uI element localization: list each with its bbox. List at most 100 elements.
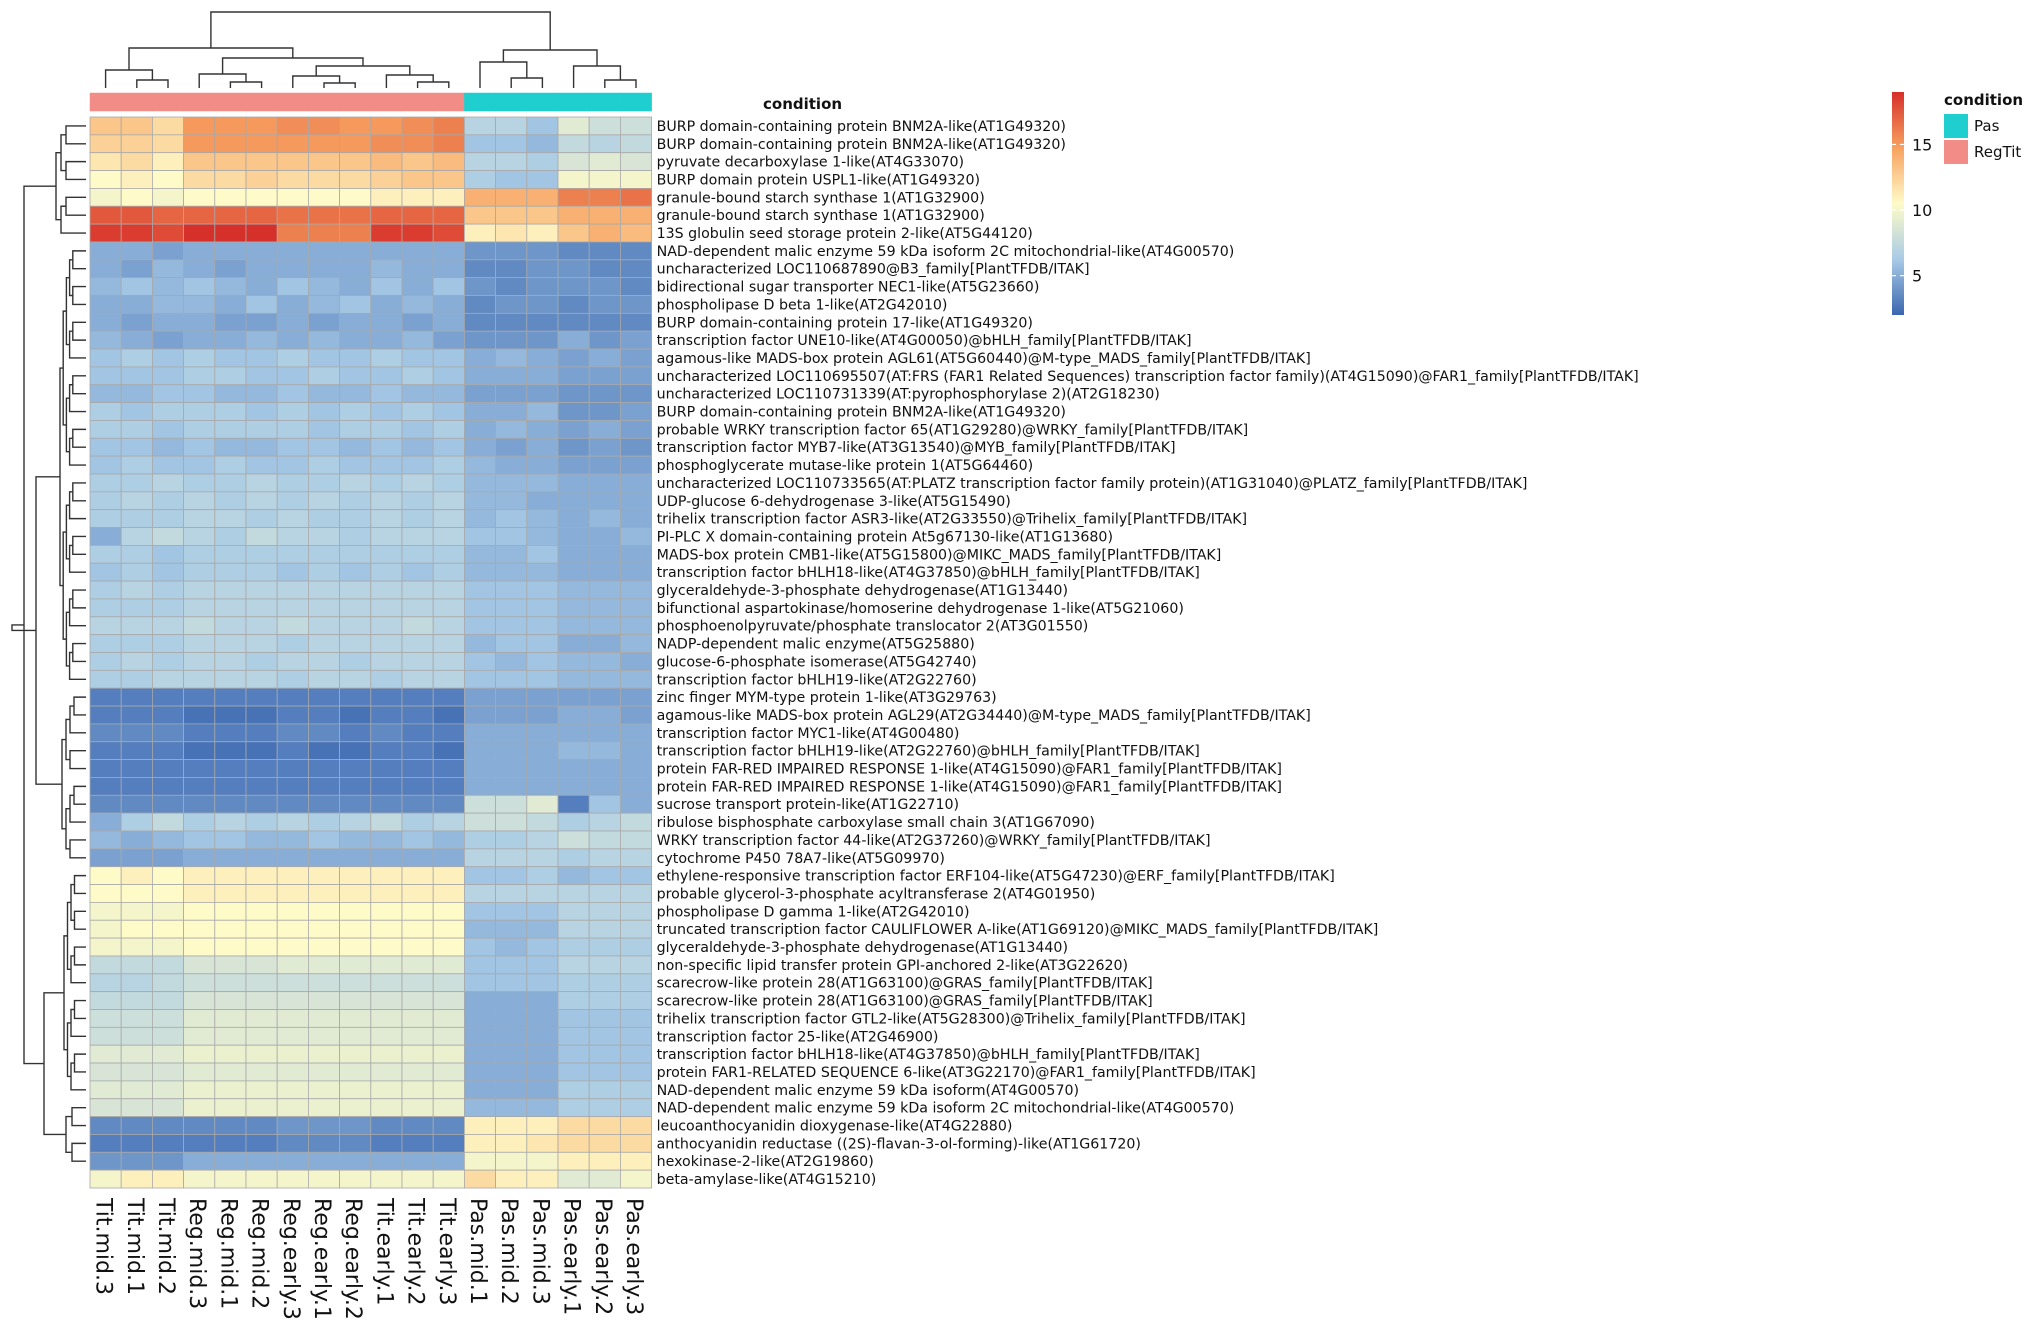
heatmap-cell [370, 241, 403, 261]
heatmap-cell [526, 884, 559, 903]
heatmap-cell [214, 741, 247, 761]
heatmap-cell [370, 312, 403, 332]
dendrogram-branch [73, 910, 86, 930]
heatmap-cell [370, 973, 403, 993]
heatmap-cell [620, 580, 653, 600]
row-label: ethylene-responsive transcription factor… [657, 869, 1335, 885]
heatmap-cell [339, 330, 372, 350]
heatmap-cell [339, 205, 372, 225]
heatmap-cell [214, 723, 247, 743]
heatmap-cell [370, 741, 403, 761]
heatmap-cell [151, 259, 184, 279]
heatmap-cell [245, 527, 278, 546]
heatmap-cell [276, 937, 309, 957]
annotation-cell-reg-mid-1 [214, 92, 247, 112]
heatmap-cell [495, 366, 528, 386]
row-label: NAD-dependent malic enzyme 59 kDa isofor… [657, 1101, 1235, 1117]
heatmap-cell [276, 259, 309, 279]
heatmap-cell [214, 473, 247, 493]
heatmap-cell [401, 634, 434, 653]
heatmap-cell [89, 866, 122, 885]
heatmap-cell [120, 473, 153, 493]
row-label: scarecrow-like protein 28(AT1G63100)@GRA… [657, 994, 1153, 1010]
row-label: protein FAR-RED IMPAIRED RESPONSE 1-like… [657, 762, 1282, 778]
heatmap-cell [151, 580, 184, 600]
heatmap-cell [463, 919, 496, 939]
heatmap-cell [432, 1044, 465, 1064]
heatmap-cell [276, 777, 309, 796]
heatmap-cell [183, 205, 216, 225]
heatmap-cell [120, 205, 153, 225]
heatmap-cell [307, 1151, 340, 1171]
heatmap-cell [89, 1044, 122, 1064]
column-label-reg-early-2: Reg.early.2 [340, 1198, 365, 1320]
heatmap-cell [120, 937, 153, 957]
heatmap-cell [463, 1169, 496, 1189]
heatmap-cell [183, 473, 216, 493]
dendrogram-branch [23, 185, 56, 1065]
heatmap-cell [339, 402, 372, 421]
heatmap-cell [339, 705, 372, 725]
heatmap-cell [557, 116, 590, 136]
heatmap-cell [432, 152, 465, 171]
heatmap-cell [526, 187, 559, 207]
heatmap-cell [307, 652, 340, 671]
heatmap-cell [276, 384, 309, 404]
heatmap-cell [151, 491, 184, 511]
heatmap-cell [463, 1026, 496, 1046]
heatmap-cell [588, 866, 621, 885]
heatmap-cell [620, 973, 653, 993]
heatmap-cell [276, 170, 309, 189]
dendrogram-branch [68, 384, 86, 413]
heatmap-cell [245, 812, 278, 832]
heatmap-cell [620, 170, 653, 189]
heatmap-cell [432, 187, 465, 207]
heatmap-cell [557, 277, 590, 296]
heatmap-cell [370, 330, 403, 350]
condition-annotation-label: condition [763, 95, 842, 113]
heatmap-cell [370, 1098, 403, 1118]
heatmap-cell [151, 955, 184, 975]
heatmap-cell [557, 312, 590, 332]
heatmap-cell [89, 366, 122, 386]
heatmap-cell [588, 902, 621, 921]
heatmap-cell [245, 723, 278, 743]
heatmap-cell [588, 1080, 621, 1100]
heatmap-cell [401, 545, 434, 564]
heatmap-cell [183, 348, 216, 368]
heatmap-cell [526, 1098, 559, 1118]
dendrogram-branch [72, 589, 86, 609]
heatmap-cell [620, 223, 653, 243]
heatmap-cell [463, 1080, 496, 1100]
heatmap-cell [526, 1116, 559, 1135]
heatmap-cell [120, 866, 153, 885]
heatmap-cell [620, 955, 653, 975]
heatmap-cell [89, 259, 122, 279]
heatmap-cell [276, 669, 309, 689]
heatmap-cell [245, 1044, 278, 1064]
heatmap-cell [245, 919, 278, 939]
legend-label-pas: Pas [1974, 117, 2000, 135]
heatmap-cell [526, 437, 559, 457]
dendrogram-branch [69, 705, 86, 734]
heatmap-cell [307, 1098, 340, 1118]
heatmap-cell [557, 170, 590, 189]
heatmap-cell [463, 330, 496, 350]
column-label-reg-mid-1: Reg.mid.1 [215, 1198, 240, 1309]
heatmap-cell [370, 545, 403, 564]
row-label: trihelix transcription factor GTL2-like(… [657, 1011, 1246, 1027]
heatmap-cell [401, 562, 434, 582]
heatmap-cell [276, 330, 309, 350]
heatmap-cell [370, 669, 403, 689]
heatmap-cell [463, 1151, 496, 1171]
heatmap-cell [495, 1080, 528, 1100]
heatmap-cell [526, 473, 559, 493]
heatmap-cell [432, 1134, 465, 1153]
heatmap-cell [339, 1169, 372, 1189]
row-label: probable WRKY transcription factor 65(AT… [657, 422, 1249, 438]
heatmap-cell [495, 295, 528, 314]
heatmap-cell [463, 1009, 496, 1028]
dendrogram-branch [72, 321, 86, 341]
heatmap-cell [276, 241, 309, 261]
column-dendrogram [104, 11, 637, 88]
